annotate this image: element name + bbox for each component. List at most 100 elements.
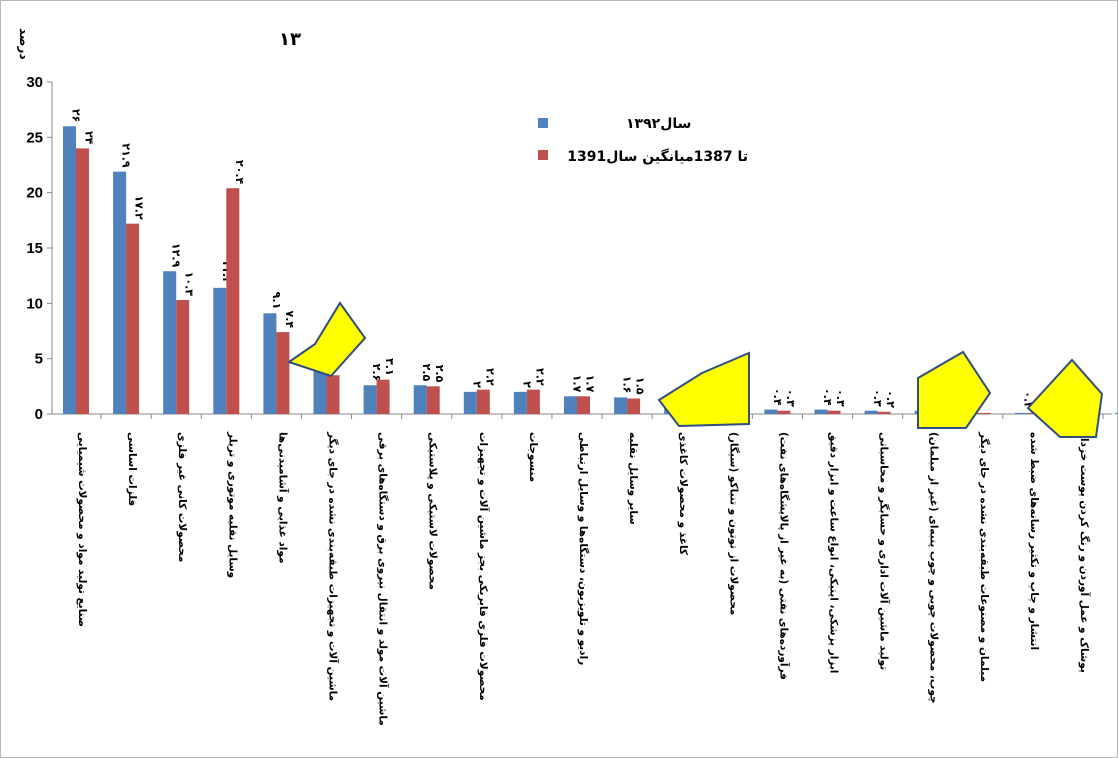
- data-label: ۲۱.۹: [120, 143, 133, 168]
- legend: سال۱۳۹۲ 1391تا 1387میانگین سال: [538, 116, 748, 165]
- bar-series-1: [764, 409, 778, 414]
- bar-series-2: [877, 411, 891, 414]
- category-label: محصولات لاستیکی و پلاستیکی: [427, 432, 439, 590]
- category-label: سایر وسایل نقلیه: [627, 432, 639, 525]
- data-label: ۱.۵: [634, 377, 647, 395]
- data-label: ۱۰.۳: [183, 272, 196, 297]
- bar-series-2: [276, 332, 290, 414]
- bar-series-2: [777, 410, 791, 414]
- bar-series-1: [1115, 412, 1118, 414]
- category-label: چوب، محصولات چوبی و چوب پنبه‌ای (غیر از …: [928, 432, 940, 704]
- bar-series-1: [1014, 412, 1028, 414]
- data-label: ۲.۵: [420, 364, 433, 382]
- y-tick-label: 30: [26, 74, 43, 91]
- category-label: وسایل نقلیه موتوری و تریلر: [226, 431, 238, 578]
- data-label: ۱.۶: [621, 376, 634, 394]
- bar-series-2: [577, 396, 590, 414]
- yellow-pentagon-overlay: [917, 350, 992, 429]
- category-label: محصولات فلزی فابریکی بجز ماشین آلات و تج…: [477, 432, 490, 701]
- bar-series-1: [614, 397, 628, 414]
- category-label: ابزار پزشکی، اپتیکی، انواع ساعت و ابزار …: [828, 432, 840, 673]
- legend-label-series-2: 1391تا 1387میانگین سال: [567, 148, 748, 165]
- bar-series-1: [413, 385, 427, 414]
- category-label: صنایع تولید مواد و محصولات شیمیایی: [76, 432, 88, 627]
- bar-series-2: [977, 412, 991, 414]
- bar-series-2: [827, 410, 841, 414]
- bar-series-1: [163, 271, 177, 414]
- y-axis-label: درصد: [17, 28, 31, 60]
- bar-series-1: [63, 126, 76, 415]
- legend-swatch-series-2: [538, 150, 548, 160]
- bar-series-1: [463, 391, 477, 414]
- bar-series-1: [564, 396, 577, 414]
- bar-series-2: [476, 389, 490, 414]
- bar-series-1: [814, 409, 828, 414]
- category-label: مبلمان و مصنوعات طبقه‌بندی نشده در جای د…: [978, 431, 991, 682]
- category-label: ماشین آلات مولد و انتقال نیروی برق و دست…: [377, 432, 390, 726]
- y-tick-label: 10: [26, 295, 43, 312]
- bar-series-2: [176, 300, 190, 414]
- category-label: محصولات از توتون و تنباکو (سیگار): [727, 432, 740, 615]
- category-label: منسوجات: [527, 432, 539, 482]
- bar-series-1: [113, 171, 127, 414]
- category-label: محصولات کانی غیر فلزی: [176, 432, 188, 562]
- data-label: ۲.۲: [483, 368, 496, 386]
- data-label: ۳.۱: [383, 358, 396, 376]
- category-label: ماشین آلات و تجهیزات طبقه‌بندی نشده در ج…: [327, 431, 340, 701]
- chart-title: ۱۳: [279, 29, 301, 50]
- data-label: ۰.۳: [834, 389, 847, 407]
- data-label: ۲: [470, 381, 483, 388]
- category-label: کاغذ و محصولات کاغذی: [677, 432, 689, 556]
- y-tick-label: 25: [26, 129, 43, 146]
- yellow-pentagon-overlay: [286, 301, 367, 378]
- bar-series-2: [376, 379, 390, 414]
- bar-series-2: [226, 188, 240, 414]
- data-label: ۲۶: [70, 109, 83, 122]
- data-label: ۲.۵: [433, 365, 446, 383]
- data-label: ۲: [520, 381, 533, 388]
- y-tick-label: 20: [26, 185, 43, 202]
- y-tick-label: 15: [26, 240, 43, 257]
- category-label: مواد غذایی و آشامیدنی‌ها: [276, 432, 289, 563]
- bar-series-2: [126, 223, 140, 414]
- data-label: ۰.۴: [821, 388, 834, 406]
- data-label: ۱۷.۲: [133, 195, 146, 220]
- data-label: ۱.۷: [571, 375, 584, 393]
- bar-series-2: [627, 398, 641, 414]
- data-label: ۲۴: [83, 131, 96, 145]
- legend-swatch-series-1: [538, 118, 548, 128]
- category-label: رادیو و تلویزیون، دستگاه‌ها و وسایل ارتب…: [577, 432, 590, 665]
- data-label: ۰.۳: [871, 389, 884, 407]
- y-tick-label: 5: [35, 351, 43, 368]
- legend-label-series-1: سال۱۳۹۲: [626, 116, 691, 132]
- bar-series-1: [313, 370, 327, 414]
- category-label: فرآورده‌های نفتی (به غیر از پالایشگاه‌ها…: [777, 432, 790, 680]
- data-label: ۹.۱: [270, 292, 283, 310]
- bar-series-1: [213, 287, 227, 414]
- yellow-pentagon-overlay: [1026, 358, 1104, 438]
- data-label: ۱.۷: [584, 375, 597, 393]
- y-tick-label: 0: [35, 406, 43, 423]
- data-label: ۱۲.۹: [170, 243, 183, 268]
- bar-series-2: [76, 148, 89, 414]
- category-label: فلزات اساسی: [126, 432, 138, 506]
- bar-series-1: [263, 313, 277, 414]
- category-label: تولید ماشین آلات اداری و حسابگر و محاسبا…: [878, 432, 891, 670]
- category-label: پوشاک و عمل آوردن و رنگ کردن پوست خزدار: [1078, 431, 1091, 673]
- category-label: انتشار و چاپ و تکثیر رسانه‌های ضبط شده: [1028, 432, 1040, 650]
- data-label: ۰.۴: [771, 388, 784, 406]
- bar-series-2: [526, 389, 540, 414]
- bar-series-1: [363, 385, 377, 414]
- data-label: ۰.۳: [784, 389, 797, 407]
- data-label: ۲.۲: [533, 368, 546, 386]
- bar-series-1: [864, 410, 878, 414]
- data-label: ۲.۶: [370, 364, 383, 382]
- data-label: ۲۰.۴: [233, 160, 246, 185]
- bar-series-2: [326, 375, 340, 414]
- data-label: ۰.۲: [884, 390, 897, 408]
- yellow-pentagon-overlay: [657, 351, 750, 428]
- bar-series-1: [513, 391, 527, 414]
- data-label: ۷.۴: [283, 310, 296, 328]
- bar-series-2: [426, 386, 440, 414]
